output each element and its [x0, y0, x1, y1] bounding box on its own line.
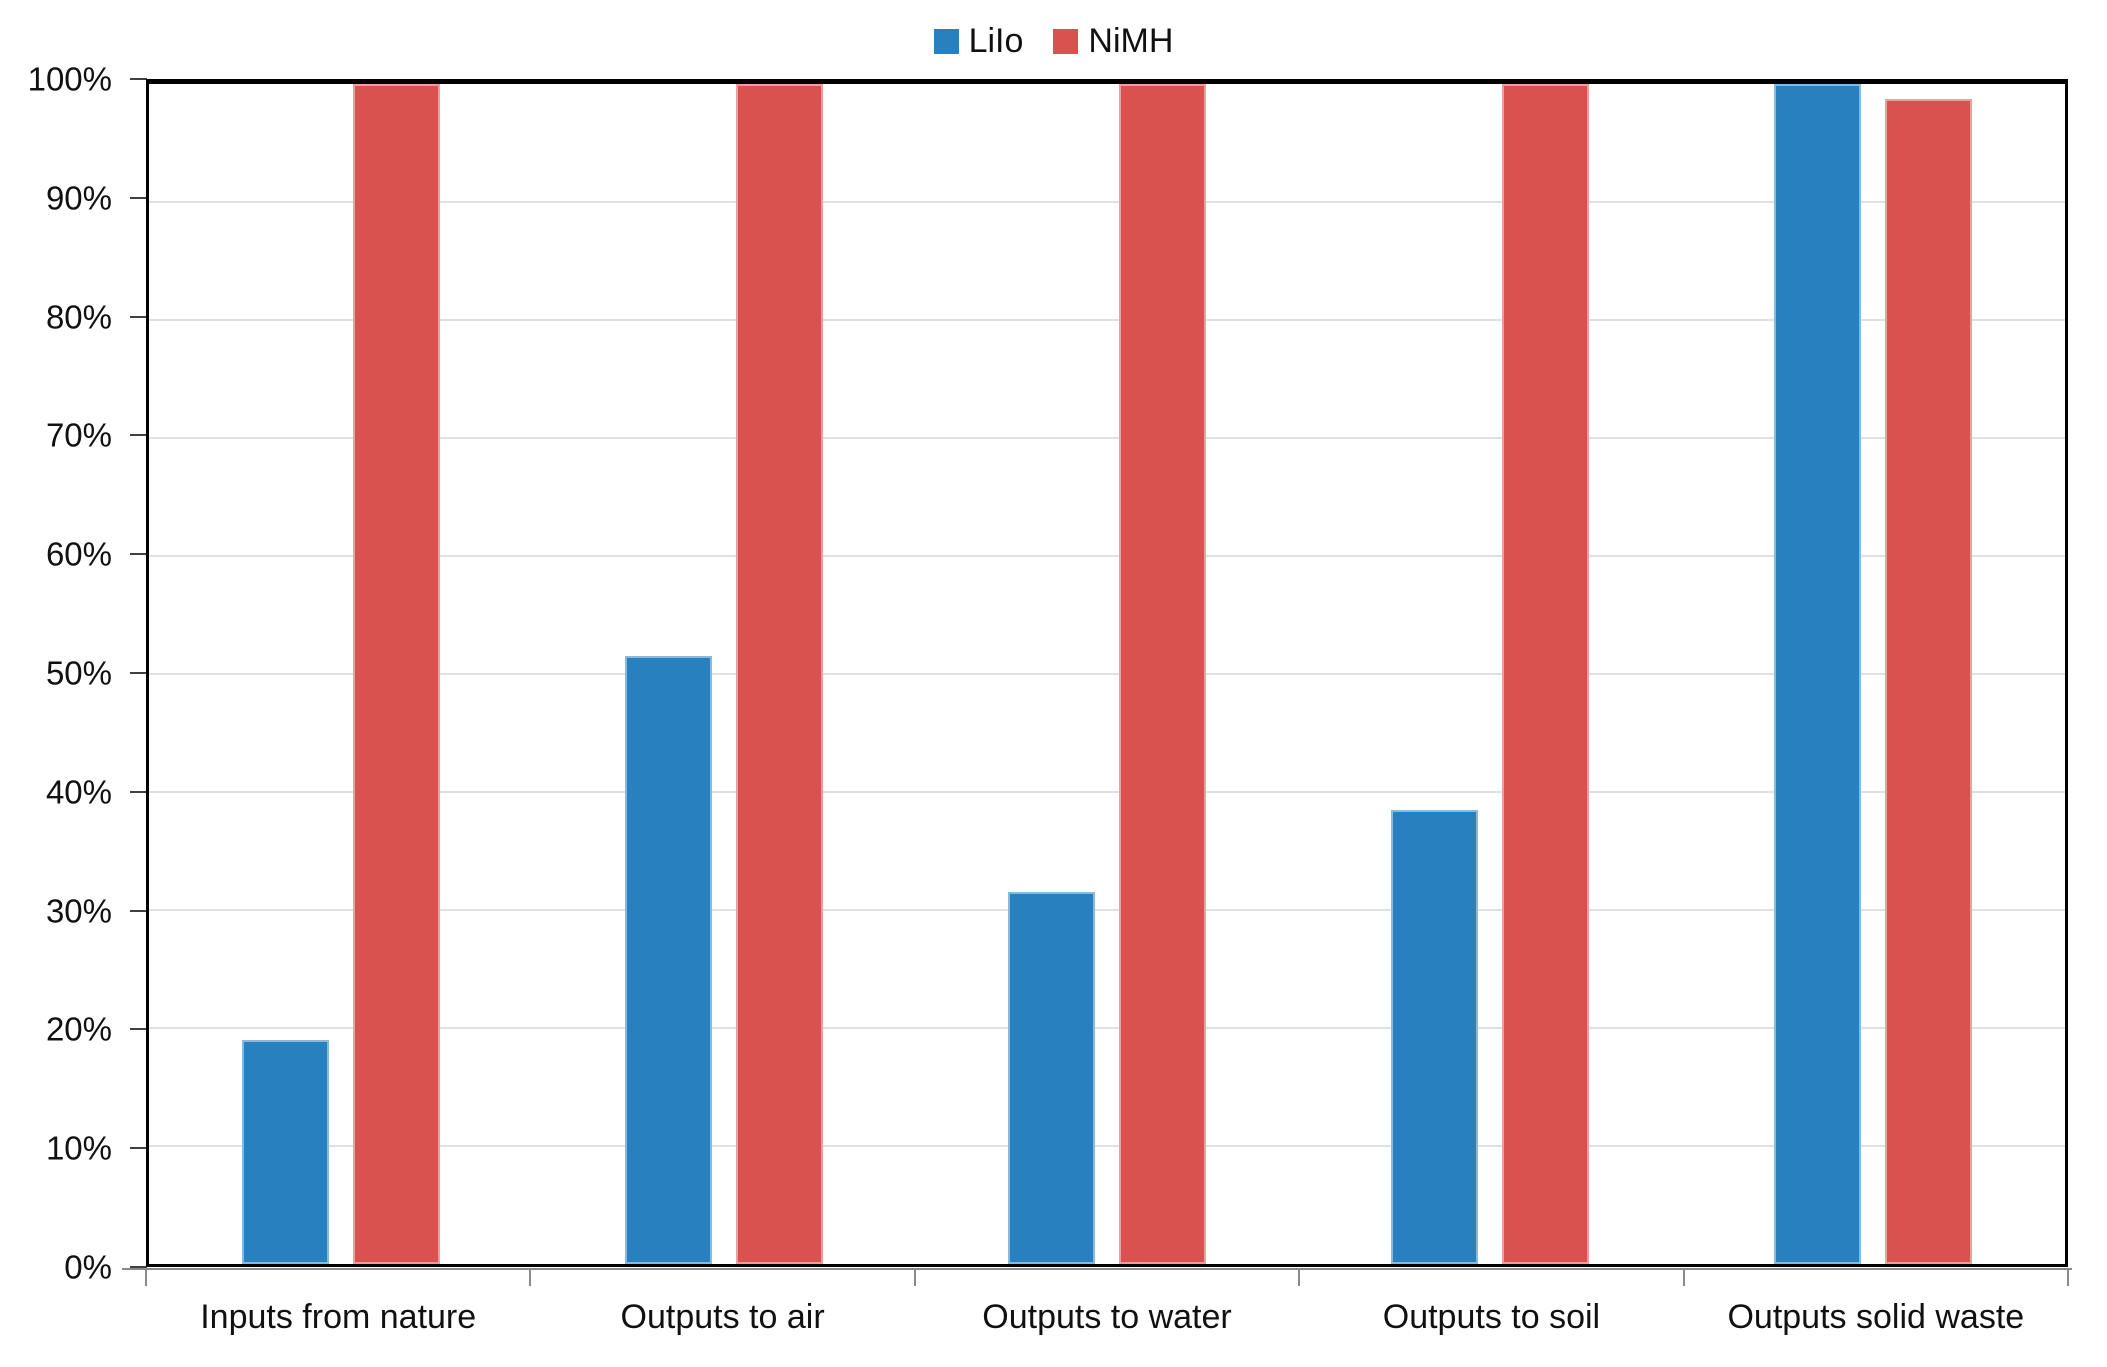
x-tick-mark-3: [1298, 1268, 1301, 1286]
y-tick-mark-50: [130, 672, 147, 674]
gridline-10: [149, 1145, 2065, 1147]
x-category-label-5: Outputs solid waste: [1727, 1298, 2025, 1336]
y-tick-label-90: 90%: [45, 179, 112, 217]
x-tick-mark-1: [529, 1268, 532, 1286]
y-tick-mark-90: [130, 196, 147, 199]
y-tick-label-20: 20%: [45, 1010, 112, 1048]
bar-liio-3: [1008, 892, 1095, 1264]
x-category-label-2: Outputs to air: [620, 1298, 825, 1336]
y-tick-mark-80: [130, 315, 147, 318]
y-tick-label-40: 40%: [45, 773, 112, 811]
y-tick-mark-40: [130, 790, 147, 793]
x-tick-mark-0: [145, 1268, 147, 1286]
x-tick-mark-4: [1682, 1268, 1685, 1286]
bar-group-2: [532, 84, 915, 1264]
legend-swatch-nimh-icon: [1053, 28, 1079, 54]
y-tick-label-80: 80%: [45, 298, 112, 336]
x-category-label-4: Outputs to soil: [1382, 1298, 1601, 1336]
y-tick-label-30: 30%: [45, 892, 112, 930]
bar-nimh-2: [735, 84, 823, 1264]
bar-liio-5: [1774, 84, 1862, 1264]
y-axis-labels: 0% 10% 20% 30% 40% 50% 60% 70% 80% 90% 100%: [0, 63, 112, 1284]
bar-group-1: [149, 84, 532, 1264]
legend: LiIo NiMH: [0, 24, 2107, 58]
y-axis-ticks: [130, 78, 147, 1268]
y-tick-mark-100: [130, 78, 147, 80]
gridline-90: [149, 201, 2065, 203]
bar-group-5: [1682, 84, 2065, 1264]
y-tick-label-70: 70%: [45, 416, 112, 454]
bar-nimh-4: [1502, 84, 1590, 1264]
y-tick-mark-70: [130, 434, 147, 437]
bar-liio-1: [241, 1039, 329, 1264]
plot-area: [146, 79, 2068, 1267]
y-tick-label-60: 60%: [45, 535, 112, 573]
bar-liio-4: [1391, 809, 1479, 1264]
bar-nimh-3: [1119, 84, 1206, 1264]
y-tick-mark-60: [130, 553, 147, 556]
x-tick-mark-5: [2067, 1268, 2069, 1286]
x-axis-labels: Inputs from nature Outputs to air Outputs …: [146, 1296, 2068, 1338]
y-tick-mark-20: [130, 1028, 147, 1031]
bar-nimh-5: [1885, 99, 1973, 1264]
legend-label-nimh: NiMH: [1088, 22, 1174, 60]
y-tick-mark-30: [130, 909, 147, 912]
y-tick-label-50: 50%: [45, 654, 112, 692]
gridline-40: [149, 791, 2065, 793]
bar-liio-2: [624, 656, 712, 1264]
gridlines: [149, 84, 2065, 1264]
legend-label-liio: LiIo: [968, 22, 1024, 60]
gridline-50: [149, 673, 2065, 675]
legend-swatch-liio-icon: [933, 28, 959, 54]
bar-nimh-1: [352, 84, 440, 1264]
gridline-60: [149, 555, 2065, 557]
bar-group-4: [1299, 84, 1682, 1264]
legend-item-liio: LiIo: [933, 22, 1024, 60]
gridline-80: [149, 319, 2065, 321]
bar-groups: [149, 84, 2065, 1264]
x-category-label-1: Inputs from nature: [200, 1298, 477, 1336]
x-tick-mark-2: [913, 1268, 916, 1286]
y-tick-label-10: 10%: [45, 1129, 112, 1167]
gridline-30: [149, 909, 2065, 911]
gridline-70: [149, 437, 2065, 439]
y-tick-mark-0: [130, 1266, 147, 1268]
bar-group-3: [915, 84, 1298, 1264]
y-tick-label-0: 0%: [64, 1248, 112, 1286]
category-axis-line: [122, 1268, 2072, 1270]
y-tick-mark-10: [130, 1147, 147, 1150]
gridline-20: [149, 1027, 2065, 1029]
legend-item-nimh: NiMH: [1053, 24, 1173, 58]
y-tick-label-100: 100%: [27, 60, 112, 98]
x-category-label-3: Outputs to water: [982, 1298, 1232, 1336]
